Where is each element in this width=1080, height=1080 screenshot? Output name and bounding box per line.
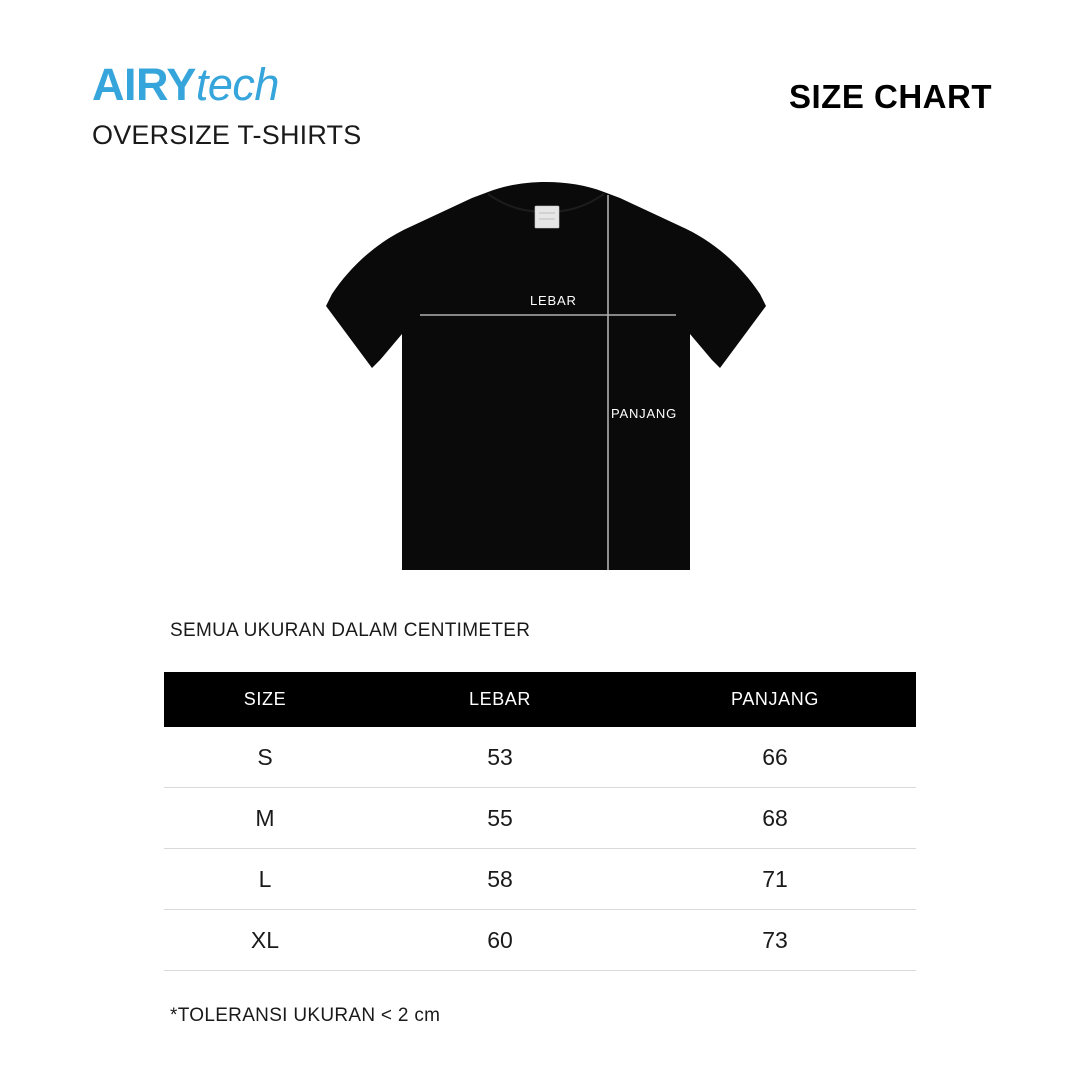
- size-chart-table: SIZE LEBAR PANJANG S 53 66 M 55 68 L 58 …: [164, 672, 916, 971]
- lebar-measure-label: LEBAR: [530, 293, 577, 308]
- column-header-lebar: LEBAR: [468, 689, 532, 709]
- tshirt-diagram-svg: [326, 182, 766, 570]
- cell-size: XL: [164, 909, 366, 971]
- brand-name-primary: AIRY: [92, 59, 196, 110]
- table-row: M 55 68: [164, 787, 916, 849]
- units-note: SEMUA UKURAN DALAM CENTIMETER: [170, 620, 531, 641]
- table-header: SIZE LEBAR PANJANG: [164, 672, 916, 727]
- column-header-size: SIZE: [243, 689, 287, 709]
- tolerance-note: *TOLERANSI UKURAN < 2 cm: [170, 1005, 441, 1026]
- table-row: XL 60 73: [164, 909, 916, 971]
- neck-label-tag: [534, 205, 560, 229]
- product-category-subtitle: OVERSIZE T-SHIRTS: [92, 120, 362, 150]
- brand-logo: AIRYtech: [92, 62, 279, 107]
- table-body: S 53 66 M 55 68 L 58 71 XL 60 73: [164, 727, 916, 971]
- panjang-measure-label: PANJANG: [611, 406, 678, 421]
- brand-name-secondary: tech: [195, 59, 280, 110]
- cell-lebar: 53: [366, 727, 634, 788]
- cell-size: M: [164, 787, 366, 849]
- column-header-panjang: PANJANG: [731, 689, 819, 709]
- cell-panjang: 71: [634, 848, 916, 910]
- cell-lebar: 60: [366, 909, 634, 971]
- tshirt-silhouette-shape: [326, 182, 766, 570]
- table-header-row: SIZE LEBAR PANJANG: [164, 672, 916, 727]
- cell-lebar: 58: [366, 848, 634, 910]
- table-row: S 53 66: [164, 727, 916, 788]
- cell-panjang: 66: [634, 727, 916, 788]
- cell-lebar: 55: [366, 787, 634, 849]
- cell-panjang: 68: [634, 787, 916, 849]
- table-row: L 58 71: [164, 848, 916, 910]
- cell-panjang: 73: [634, 909, 916, 971]
- cell-size: L: [164, 848, 366, 910]
- cell-size: S: [164, 727, 366, 788]
- tshirt-illustration: LEBAR PANJANG: [320, 182, 772, 580]
- page-title: SIZE CHART: [789, 78, 992, 115]
